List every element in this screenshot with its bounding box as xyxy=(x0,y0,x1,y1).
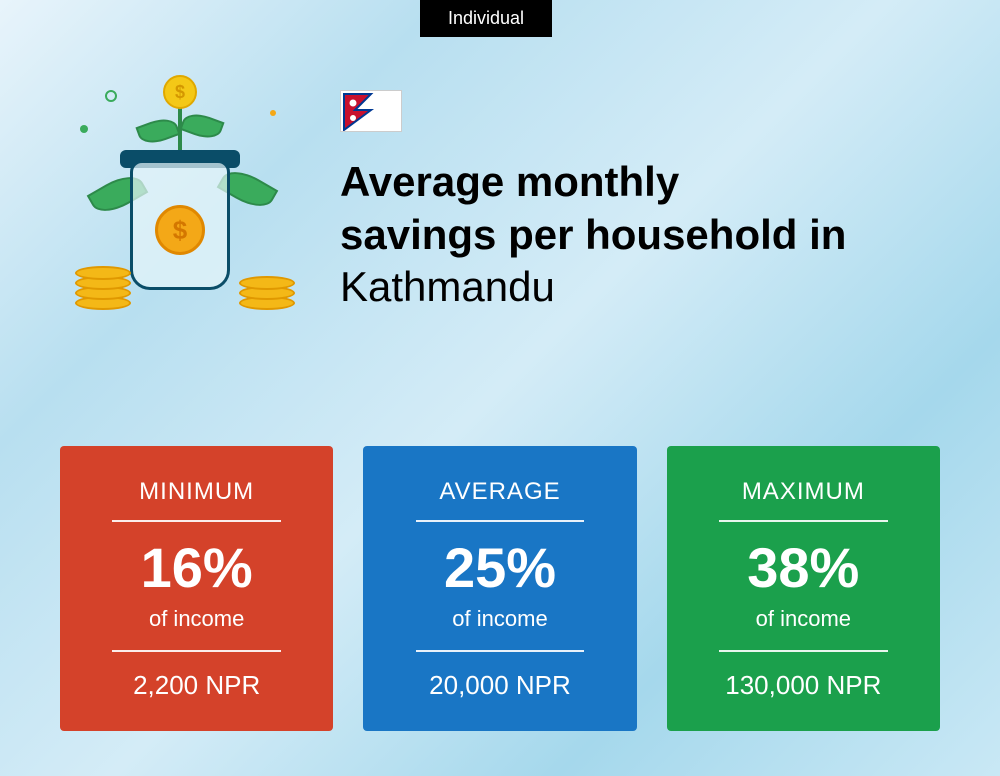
divider xyxy=(719,650,888,652)
divider xyxy=(112,650,281,652)
coin-icon: $ xyxy=(163,75,197,109)
card-amount: 20,000 NPR xyxy=(387,670,612,701)
title-line-2: savings per household in xyxy=(340,209,940,262)
card-sub: of income xyxy=(387,606,612,632)
coin-stack-icon xyxy=(75,266,131,310)
divider xyxy=(112,520,281,522)
savings-illustration: $ $ xyxy=(60,80,300,320)
stat-cards: MINIMUM 16% of income 2,200 NPR AVERAGE … xyxy=(60,446,940,731)
card-percent: 38% xyxy=(691,540,916,596)
card-sub: of income xyxy=(691,606,916,632)
coin-icon: $ xyxy=(155,205,205,255)
leaf-icon xyxy=(135,114,180,148)
divider xyxy=(416,520,585,522)
header: $ $ Average monthly savings per househol… xyxy=(60,80,940,320)
card-label: MAXIMUM xyxy=(691,478,916,506)
card-label: AVERAGE xyxy=(387,478,612,506)
stat-card-maximum: MAXIMUM 38% of income 130,000 NPR xyxy=(667,446,940,731)
title-block: Average monthly savings per household in… xyxy=(340,80,940,314)
divider xyxy=(719,520,888,522)
card-amount: 2,200 NPR xyxy=(84,670,309,701)
leaf-icon xyxy=(179,109,224,143)
nepal-flag-icon xyxy=(340,90,402,132)
card-percent: 16% xyxy=(84,540,309,596)
divider xyxy=(416,650,585,652)
card-percent: 25% xyxy=(387,540,612,596)
card-sub: of income xyxy=(84,606,309,632)
title-city: Kathmandu xyxy=(340,261,940,314)
stat-card-average: AVERAGE 25% of income 20,000 NPR xyxy=(363,446,636,731)
sparkle-icon xyxy=(105,90,117,102)
card-amount: 130,000 NPR xyxy=(691,670,916,701)
stat-card-minimum: MINIMUM 16% of income 2,200 NPR xyxy=(60,446,333,731)
sparkle-icon xyxy=(80,125,88,133)
coin-stack-icon xyxy=(239,266,295,310)
title-line-1: Average monthly xyxy=(340,156,940,209)
card-label: MINIMUM xyxy=(84,478,309,506)
sparkle-icon xyxy=(270,110,276,116)
category-badge: Individual xyxy=(420,0,552,37)
